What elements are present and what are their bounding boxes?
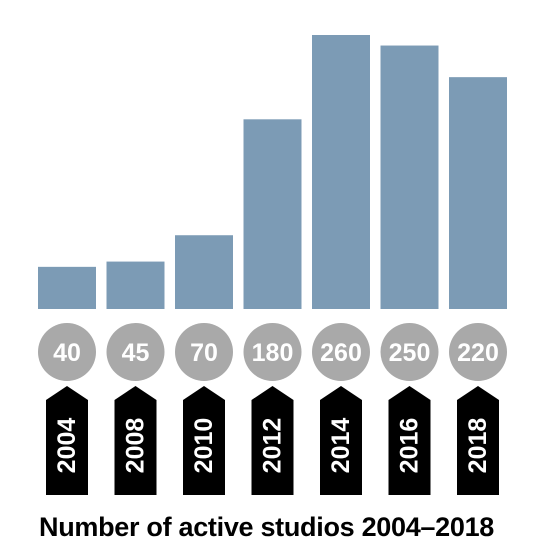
bar-2014 (312, 35, 370, 309)
year-tag-2014 (320, 386, 362, 495)
chart-title: Number of active studios 2004–2018 (39, 512, 495, 542)
year-label-2016: 2016 (396, 418, 424, 474)
value-labels-group: 40 45 70 180 260 250 220 (38, 323, 507, 381)
value-label-2016: 250 (389, 339, 431, 367)
year-label-2014: 2014 (327, 418, 355, 474)
value-label-2010: 70 (190, 339, 218, 367)
year-label-2012: 2012 (259, 418, 287, 474)
bar-2016 (380, 45, 439, 310)
value-circle-2004 (38, 323, 96, 381)
year-tag-2010 (183, 386, 225, 495)
year-label-2008: 2008 (122, 418, 150, 474)
value-circle-2016 (380, 323, 439, 381)
year-label-2010: 2010 (190, 418, 218, 474)
value-circle-2012 (243, 323, 302, 381)
bars-group (38, 35, 507, 310)
bar-2008 (106, 261, 165, 309)
year-label-2018: 2018 (464, 418, 492, 474)
bar-2018 (449, 77, 507, 310)
year-tag-2008 (114, 386, 157, 495)
value-circle-2014 (312, 323, 370, 381)
value-label-2004: 40 (53, 339, 81, 367)
bar-2012 (243, 119, 302, 309)
value-label-2014: 260 (320, 339, 362, 367)
value-circle-2008 (106, 323, 165, 381)
value-label-2012: 180 (252, 339, 294, 367)
year-tag-2018 (457, 386, 499, 495)
value-label-2018: 220 (457, 339, 499, 367)
value-circle-2018 (449, 323, 507, 381)
bar-2010 (175, 235, 233, 309)
bar-chart: 40 45 70 180 260 250 220 2004 2008 2010 2012 2014 2… (38, 35, 507, 495)
year-tags-group: 2004 2008 2010 2012 2014 2016 2018 (46, 386, 499, 495)
year-tag-2012 (251, 386, 294, 495)
year-tag-2004 (46, 386, 88, 495)
year-tag-2016 (388, 386, 431, 495)
bar-2004 (38, 266, 96, 309)
value-label-2008: 45 (122, 339, 150, 367)
value-circle-2010 (175, 323, 233, 381)
year-label-2004: 2004 (53, 418, 81, 474)
